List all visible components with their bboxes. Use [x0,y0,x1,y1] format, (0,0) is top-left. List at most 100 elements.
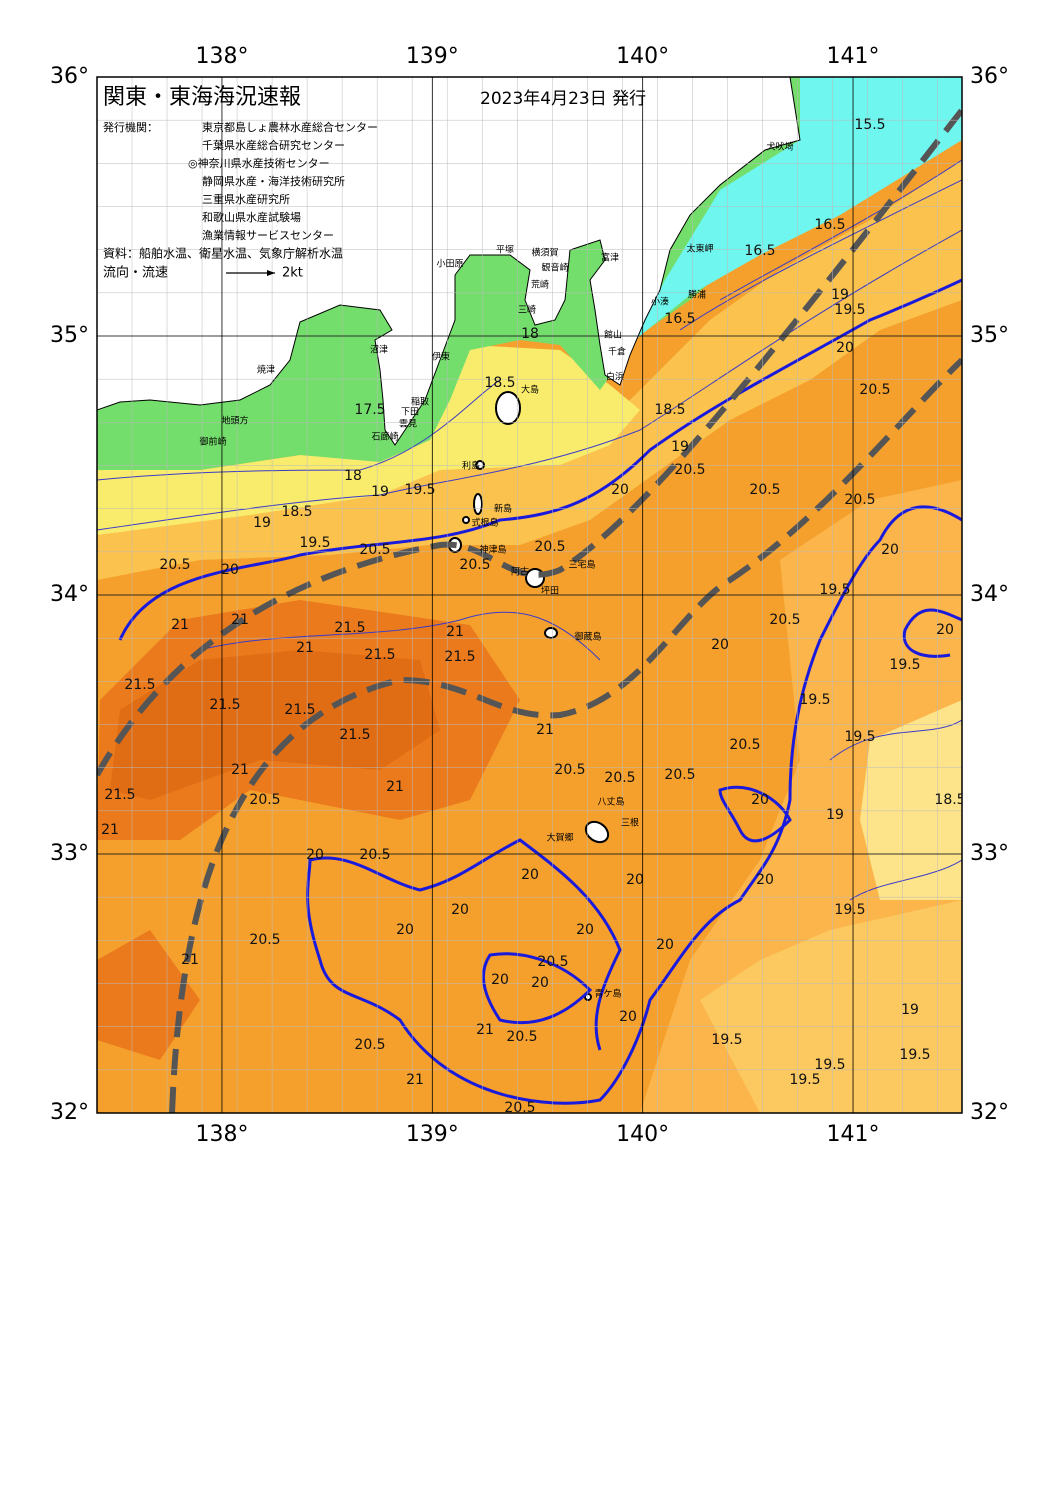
place-name: 犬吠埼 [766,141,793,153]
place-name: 利島 [462,460,480,472]
isotherm-label: 21.5 [339,727,370,743]
isotherm-label: 20 [306,847,324,863]
isotherm-label: 16.5 [814,217,845,233]
isotherm-label: 21 [101,822,119,838]
issuer-name: 東京都島しょ農林水産総合センター [202,120,378,134]
isotherm-label: 18.5 [484,375,515,391]
isotherm-label: 20 [626,872,644,888]
y-tick-label: 32° [970,1100,1009,1125]
place-name: 神津島 [479,544,506,556]
isotherm-label: 20 [531,975,549,991]
x-tick-label: 141° [827,1122,880,1147]
place-name: 御蔵島 [574,631,601,643]
y-tick-label: 33° [970,841,1009,866]
isotherm-label: 20 [221,562,239,578]
place-name: 阿古 [511,566,529,578]
isotherm-label: 20.5 [504,1100,535,1116]
isotherm-label: 21 [386,779,404,795]
place-name: 横須賀 [531,247,558,259]
isotherm-label: 20.5 [249,932,280,948]
isotherm-label: 21 [231,762,249,778]
place-name: 富津 [601,252,619,264]
y-tick-label: 33° [50,841,89,866]
place-name: 八丈島 [597,796,624,808]
isotherm-label: 19 [253,515,271,531]
y-tick-label: 32° [50,1100,89,1125]
isotherm-label: 21.5 [364,647,395,663]
isotherm-label: 20.5 [604,770,635,786]
x-tick-label: 140° [616,44,669,69]
sea-zone [700,900,962,1113]
land [97,77,801,446]
island [544,627,558,639]
legend-arrowhead [267,270,275,276]
isotherm-label: 20 [656,937,674,953]
isotherm-label: 21.5 [444,649,475,665]
isotherm-label: 20 [521,867,539,883]
place-name: 焼津 [257,365,275,376]
isotherm-label: 20 [396,922,414,938]
isotherm-label: 19.5 [299,535,330,551]
place-name: 荒崎 [531,279,549,291]
isotherm-label: 19.5 [834,302,865,318]
isotherm-label: 20 [576,922,594,938]
island [473,493,483,515]
isotherm-label: 21.5 [334,620,365,636]
isotherm-label: 20.5 [359,542,390,558]
isotherm-label: 18 [344,468,362,484]
isotherm-label: 20.5 [729,737,760,753]
place-name: 稲取 [411,396,429,408]
isotherm-label: 21 [231,612,249,628]
x-tick-label: 138° [195,1122,248,1147]
place-name: 新島 [494,503,512,515]
isotherm [306,505,962,1105]
isotherm-label: 21.5 [209,697,240,713]
legend-scale: 2kt [282,266,303,281]
isotherm-label: 19.5 [814,1057,845,1073]
isotherm-label: 19.5 [799,692,830,708]
isotherm-label: 19 [826,807,844,823]
place-name: 観音崎 [541,262,568,274]
issuer-name: 静岡県水産・海洋技術研究所 [202,174,345,188]
isotherm-label: 19.5 [899,1047,930,1063]
place-name: 三崎 [518,304,536,316]
place-name: 雲見 [399,419,417,430]
y-tick-label: 34° [50,582,89,607]
y-tick-label: 36° [50,64,89,89]
isotherm-label: 19.5 [844,729,875,745]
isotherm-label: 15.5 [854,117,885,133]
place-name: 大島 [521,384,539,396]
title: 関東・東海海況速報 [103,85,301,110]
issuer-name: 千葉県水産総合研究センター [202,138,345,152]
isotherm-label: 20.5 [159,557,190,573]
isotherm-label: 20 [936,622,954,638]
isotherm [718,785,792,843]
isotherm-label: 20.5 [749,482,780,498]
sea-zone [860,700,962,900]
isotherm-label: 20 [619,1009,637,1025]
isotherm-label: 19 [831,287,849,303]
isotherm-label: 20.5 [674,462,705,478]
isotherm-label: 20.5 [554,762,585,778]
isotherm-label: 21 [406,1072,424,1088]
y-tick-label: 36° [970,64,1009,89]
isotherm-label: 20 [491,972,509,988]
isotherm-label: 20.5 [844,492,875,508]
isotherm-label: 19.5 [711,1032,742,1048]
isotherm-label: 18 [521,326,539,342]
isotherm-label: 21 [181,952,199,968]
sources: 資料：船舶水温、衛星水温、気象庁解析水温 [103,246,343,261]
place-name: 石廊崎 [371,431,398,443]
x-tick-label: 138° [195,44,248,69]
x-tick-label: 139° [406,1122,459,1147]
isotherm-label: 21 [296,640,314,656]
legend-label: 流向・流速 [103,265,168,281]
place-name: 平塚 [496,245,514,256]
x-tick-label: 140° [616,1122,669,1147]
sea-zone [97,160,962,580]
issue-date: 2023年4月23日 発行 [480,89,646,109]
isotherm-label: 21 [171,617,189,633]
issuer-name: ◎神奈川県水産技術センター [188,156,330,170]
isotherm [481,952,593,1025]
